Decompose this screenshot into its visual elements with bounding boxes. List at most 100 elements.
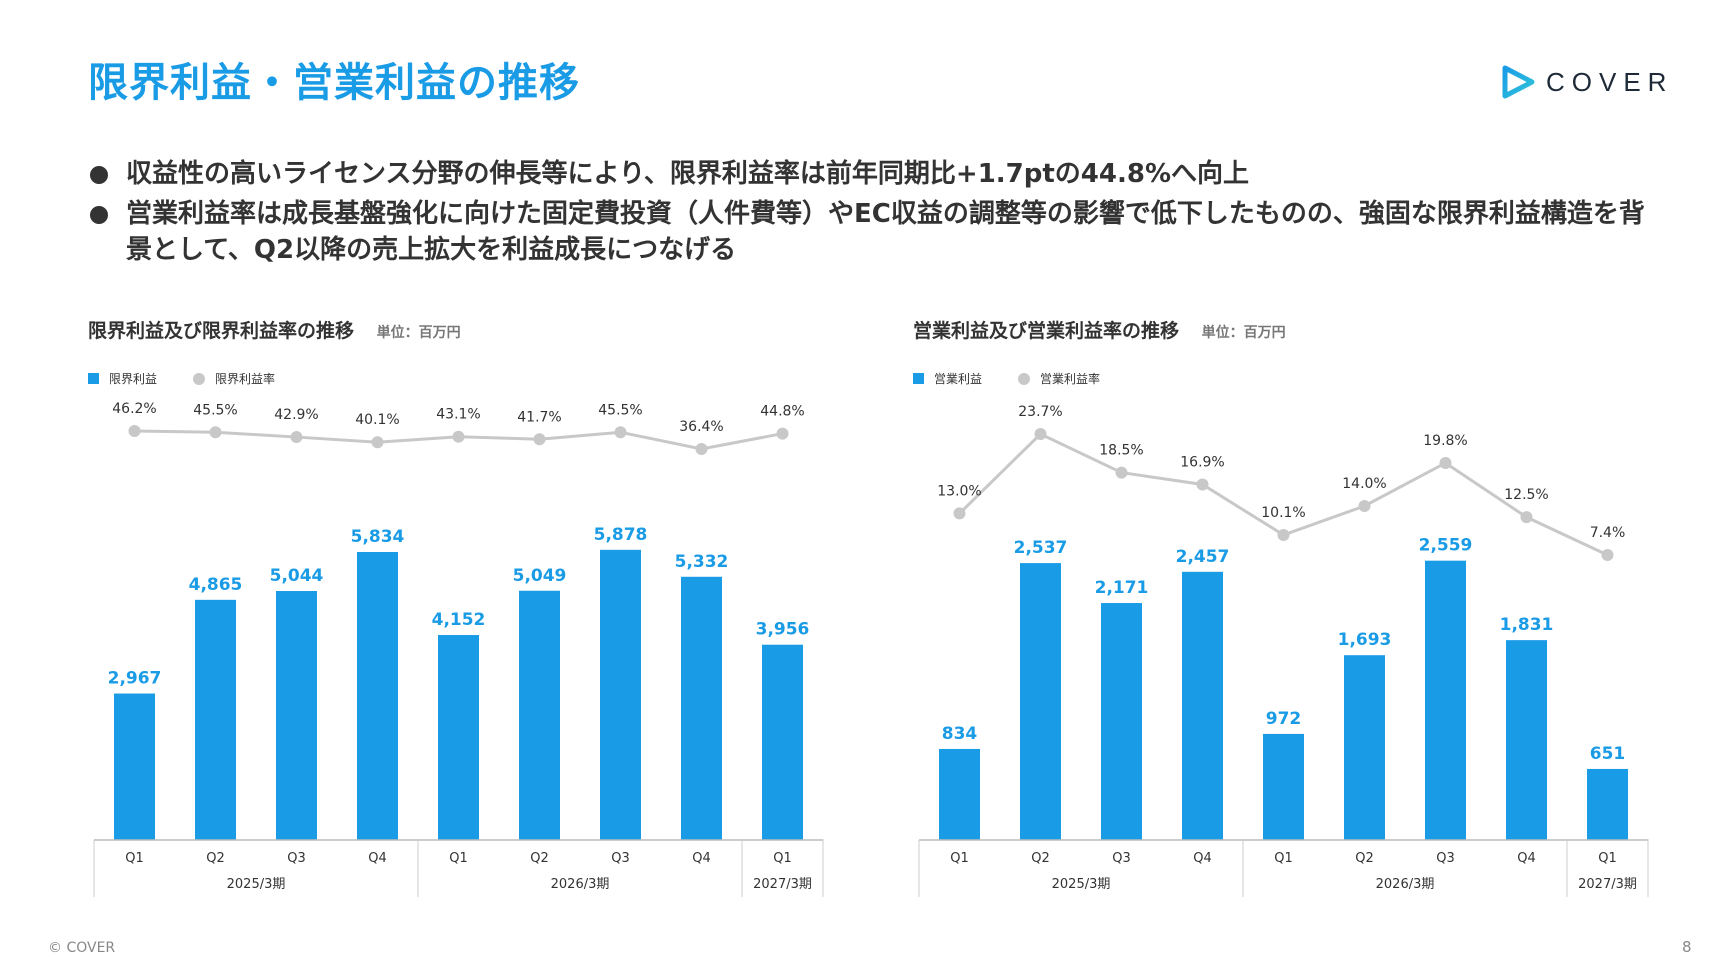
page-title: 限界利益・営業利益の推移: [88, 60, 580, 106]
bar: [1020, 563, 1061, 840]
rate-value-label: 45.5%: [193, 402, 237, 418]
bar-value-label: 4,152: [432, 610, 486, 630]
rate-value-label: 12.5%: [1504, 487, 1548, 503]
x-tick-label: Q4: [368, 851, 387, 866]
legend-bar-label: 営業利益: [934, 372, 983, 386]
marginal-profit-chart: 2,967 4,865 5,044 5,834 4,152 5,049 5,878 5,332…: [93, 401, 824, 897]
x-group-label: 2027/3期: [753, 877, 812, 892]
rate-point: [695, 443, 708, 455]
bar: [357, 552, 398, 840]
x-tick-label: Q3: [611, 851, 630, 866]
rate-point: [1196, 478, 1209, 491]
bar: [276, 590, 317, 840]
rate-value-label: 45.5%: [598, 402, 642, 418]
rate-point: [1277, 528, 1290, 541]
x-tick-label: Q2: [1355, 851, 1374, 866]
rate-point: [1034, 428, 1047, 440]
legend-line-label: 営業利益率: [1040, 372, 1101, 386]
bar: [114, 693, 155, 840]
x-tick-label: Q3: [1112, 851, 1131, 866]
rate-value-label: 23.7%: [1018, 404, 1062, 420]
bar: [195, 599, 236, 840]
bar-value-label: 5,834: [351, 527, 405, 547]
rate-point: [1520, 511, 1533, 524]
bar: [600, 549, 641, 840]
chart-title-marginal-profit: 限界利益及び限界利益率の推移 単位：百万円: [88, 316, 461, 343]
x-group-label: 2026/3期: [551, 877, 610, 892]
bar: [1587, 768, 1628, 840]
bar: [1425, 560, 1466, 840]
bullet-text: 営業利益率は成長基盤強化に向けた固定費投資（人件費等）やEC収益の調整等の影響で…: [126, 199, 1645, 265]
bar-value-label: 2,967: [108, 669, 162, 689]
rate-point: [452, 430, 465, 443]
legend-bar-swatch: [88, 373, 99, 384]
rate-value-label: 43.1%: [436, 407, 480, 423]
rate-point: [1601, 549, 1614, 561]
x-tick-label: Q1: [1274, 851, 1293, 866]
legend-line-swatch: [1018, 372, 1031, 385]
operating-profit-chart: 834 2,537 2,171 2,457 972 1,693 2,559 1,831 651 1…: [918, 404, 1649, 897]
rate-value-label: 42.9%: [274, 407, 318, 423]
x-tick-label: Q4: [692, 851, 711, 866]
rate-value-label: 46.2%: [112, 401, 156, 417]
logo-text: COVER: [1546, 66, 1674, 97]
rate-value-label: 10.1%: [1261, 505, 1305, 521]
bar-value-label: 5,332: [675, 552, 729, 572]
x-tick-label: Q1: [449, 851, 468, 866]
x-tick-label: Q3: [287, 851, 306, 866]
rate-point: [1115, 466, 1128, 479]
chart-unit: 単位：百万円: [1201, 325, 1286, 341]
chart-title-operating-profit: 営業利益及び営業利益率の推移 単位：百万円: [913, 316, 1286, 343]
bar-value-label: 651: [1590, 744, 1626, 764]
bar-value-label: 972: [1266, 709, 1302, 729]
bar-value-label: 2,171: [1095, 578, 1149, 598]
chart-unit: 単位：百万円: [376, 325, 461, 341]
bar-value-label: 5,049: [513, 566, 567, 586]
bar: [1101, 603, 1142, 840]
bullet-text: 収益性の高いライセンス分野の伸長等により、限界利益率は前年同期比+1.7ptの4…: [126, 159, 1250, 189]
rate-point: [1358, 500, 1371, 513]
rate-value-label: 16.9%: [1180, 454, 1224, 470]
bar: [438, 635, 479, 840]
x-tick-label: Q1: [1598, 851, 1617, 866]
rate-point: [209, 426, 222, 439]
bullet-item: 収益性の高いライセンス分野の伸長等により、限界利益率は前年同期比+1.7ptの4…: [90, 156, 1670, 192]
bar-value-label: 5,878: [594, 525, 648, 545]
company-logo: COVER: [1500, 64, 1673, 100]
rate-value-label: 40.1%: [355, 412, 399, 428]
rate-value-label: 41.7%: [517, 409, 561, 425]
bar-value-label: 2,537: [1014, 538, 1068, 558]
legend-line-label: 限界利益率: [215, 372, 276, 386]
bar-value-label: 1,831: [1500, 615, 1554, 635]
bar-value-label: 1,693: [1338, 630, 1392, 650]
bullet-dot-icon: [90, 166, 108, 184]
rate-value-label: 19.8%: [1423, 433, 1467, 449]
bullet-item: 営業利益率は成長基盤強化に向けた固定費投資（人件費等）やEC収益の調整等の影響で…: [90, 196, 1670, 268]
x-group-label: 2025/3期: [1052, 877, 1111, 892]
legend-bar-label: 限界利益: [109, 372, 158, 386]
legend-bar-swatch: [913, 373, 924, 384]
rate-value-label: 44.8%: [760, 404, 804, 420]
bar-value-label: 2,457: [1176, 547, 1230, 567]
page-number: 8: [1682, 938, 1692, 956]
rate-point: [533, 433, 546, 446]
rate-point: [1439, 456, 1452, 469]
bar-value-label: 3,956: [756, 620, 810, 640]
rate-point: [290, 431, 303, 444]
x-tick-label: Q2: [530, 851, 549, 866]
x-tick-label: Q4: [1193, 851, 1212, 866]
rate-point: [953, 507, 966, 520]
bar-value-label: 834: [942, 724, 978, 744]
rate-value-label: 18.5%: [1099, 443, 1143, 459]
rate-value-label: 7.4%: [1590, 525, 1626, 541]
bar: [519, 590, 560, 840]
rate-point: [614, 426, 627, 439]
x-tick-label: Q2: [1031, 851, 1050, 866]
x-group-label: 2025/3期: [227, 877, 286, 892]
chart-title-text: 限界利益及び限界利益率の推移: [88, 320, 355, 342]
x-tick-label: Q1: [773, 851, 792, 866]
bar-value-label: 5,044: [270, 566, 324, 586]
chart-title-text: 営業利益及び営業利益率の推移: [913, 320, 1180, 342]
copyright: © COVER: [48, 940, 116, 956]
x-group-label: 2027/3期: [1578, 877, 1637, 892]
